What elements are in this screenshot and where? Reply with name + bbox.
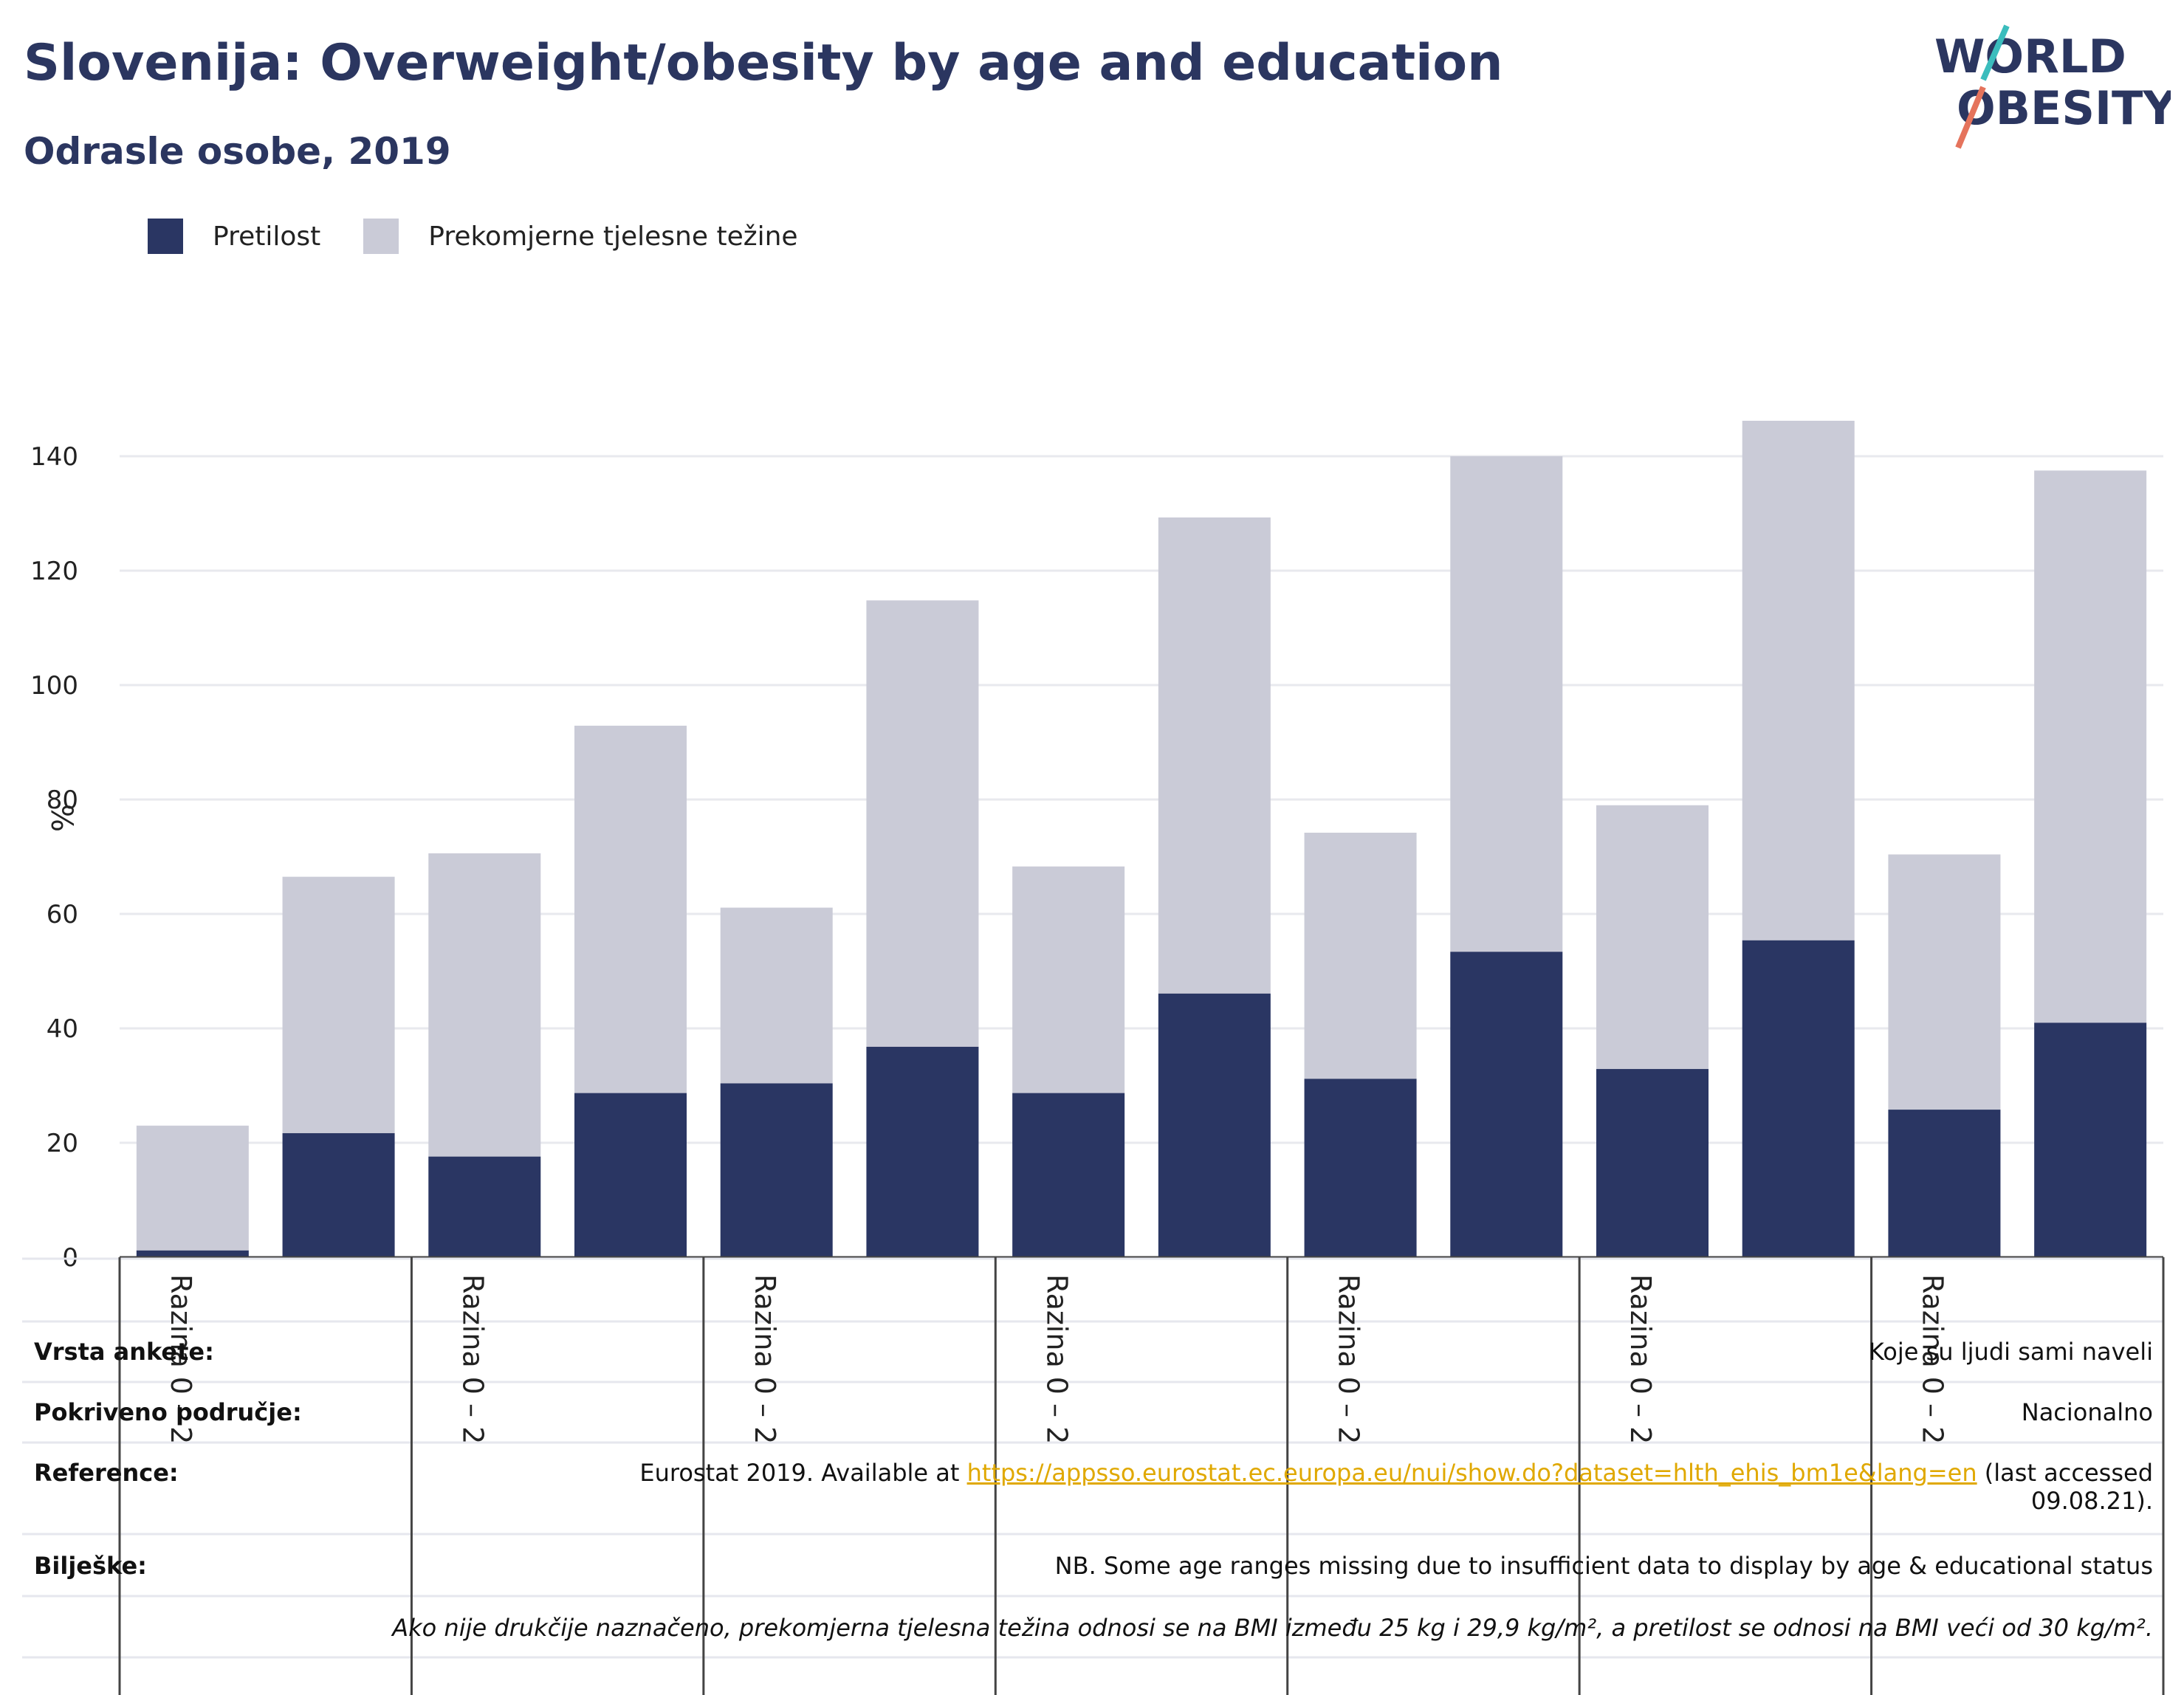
bar-overweight: [428, 853, 541, 1157]
bar-obesity: [720, 1083, 833, 1257]
bar-overweight: [2034, 470, 2147, 1023]
coverage-value: Nacionalno: [2021, 1398, 2153, 1426]
legend-item-obesity[interactable]: Pretilost: [148, 219, 320, 254]
bar-obesity: [136, 1250, 249, 1257]
chart-subtitle: Odrasle osobe, 2019: [24, 130, 451, 173]
y-tick-label: 40: [47, 1014, 78, 1044]
notes-label: Bilješke:: [34, 1552, 147, 1580]
bar-overweight: [1742, 420, 1855, 941]
bar-obesity: [1304, 1079, 1417, 1257]
logo-obesity-text: OBESITY: [1957, 81, 2171, 135]
bar-overweight: [1158, 517, 1271, 994]
bar-overweight: [282, 876, 395, 1133]
group-label: Razina 0 – 2: [1917, 1274, 1949, 1444]
legend-swatch-overweight: [363, 219, 399, 254]
group-label: Razina 0 – 2: [749, 1274, 781, 1444]
reference-label: Reference:: [34, 1459, 179, 1487]
reference-link[interactable]: https://appsso.eurostat.ec.europa.eu/nui…: [966, 1459, 1977, 1487]
chart-title: Slovenija: Overweight/obesity by age and…: [24, 34, 1503, 92]
bar-obesity: [2034, 1022, 2147, 1257]
group-label: Razina 0 – 2: [1333, 1274, 1365, 1444]
chart-legend: Pretilost Prekomjerne tjelesne težine: [148, 219, 841, 254]
bar-overweight: [1596, 805, 1709, 1070]
y-tick-label: 140: [30, 442, 78, 472]
bar-obesity: [1158, 993, 1271, 1257]
footnote-text: Ako nije drukčije naznačeno, prekomjerna…: [392, 1614, 2153, 1642]
reference-suffix: (last accessed: [1977, 1459, 2153, 1487]
coverage-label: Pokriveno područje:: [34, 1398, 302, 1426]
bar-obesity: [1742, 940, 1855, 1257]
legend-item-overweight[interactable]: Prekomjerne tjelesne težine: [363, 219, 798, 254]
bar-overweight: [574, 726, 687, 1093]
bar-obesity: [1012, 1093, 1125, 1257]
bar-overweight: [1304, 832, 1417, 1079]
y-tick-label: 80: [47, 785, 78, 815]
legend-label-obesity: Pretilost: [213, 221, 321, 252]
y-axis-label: %: [44, 804, 78, 832]
survey-type-label: Vrsta ankete:: [34, 1338, 214, 1366]
bar-overweight: [136, 1125, 249, 1251]
bar-overweight: [866, 600, 979, 1047]
y-tick-label: 20: [47, 1129, 78, 1158]
world-obesity-logo: WORLD OBESITY: [1934, 24, 2171, 149]
bar-overweight: [1012, 866, 1125, 1093]
notes-value: NB. Some age ranges missing due to insuf…: [1054, 1552, 2153, 1580]
bar-obesity: [1888, 1110, 2001, 1257]
logo-world-text: WORLD: [1934, 30, 2126, 83]
group-label: Razina 0 – 2: [456, 1274, 489, 1444]
legend-label-overweight: Prekomjerne tjelesne težine: [428, 221, 798, 252]
bar-overweight: [1450, 456, 1563, 952]
y-tick-label: 60: [47, 900, 78, 929]
survey-type-value: Koje su ljudi sami naveli: [1868, 1338, 2153, 1366]
bar-obesity: [282, 1132, 395, 1257]
y-tick-label: 100: [30, 671, 78, 701]
bar-obesity: [1596, 1069, 1709, 1257]
y-tick-label: 120: [30, 557, 78, 586]
bar-obesity: [1450, 952, 1563, 1257]
reference-date: 09.08.21).: [2030, 1487, 2153, 1515]
bar-overweight: [720, 907, 833, 1084]
bar-obesity: [574, 1093, 687, 1257]
legend-swatch-obesity: [148, 219, 183, 254]
reference-prefix: Eurostat 2019. Available at: [639, 1459, 967, 1487]
group-label: Razina 0 – 2: [165, 1274, 197, 1444]
group-label: Razina 0 – 2: [1040, 1274, 1073, 1444]
bar-overweight: [1888, 854, 2001, 1110]
bar-obesity: [428, 1156, 541, 1257]
group-label: Razina 0 – 2: [1624, 1274, 1657, 1444]
bar-obesity: [866, 1046, 979, 1257]
reference-value: Eurostat 2019. Available at https://apps…: [639, 1459, 2153, 1515]
